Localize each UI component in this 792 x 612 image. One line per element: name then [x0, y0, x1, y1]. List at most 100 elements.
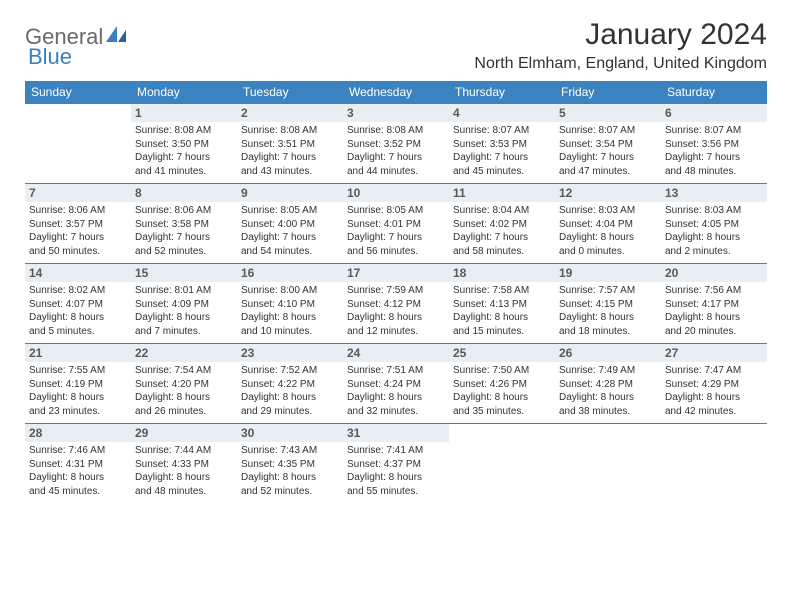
daylight-line-1: Daylight: 8 hours: [453, 391, 551, 405]
daylight-line-1: Daylight: 7 hours: [241, 151, 339, 165]
daylight-line-2: and 35 minutes.: [453, 405, 551, 419]
calendar-day-cell: 21Sunrise: 7:55 AMSunset: 4:19 PMDayligh…: [25, 344, 131, 424]
day-number: 23: [237, 344, 343, 362]
calendar-day-cell: 13Sunrise: 8:03 AMSunset: 4:05 PMDayligh…: [661, 184, 767, 264]
calendar-day-cell: [25, 104, 131, 184]
calendar-head: SundayMondayTuesdayWednesdayThursdayFrid…: [25, 81, 767, 104]
weekday-header: Friday: [555, 81, 661, 104]
sunrise-line: Sunrise: 7:46 AM: [29, 444, 127, 458]
day-info: Sunrise: 8:07 AMSunset: 3:53 PMDaylight:…: [453, 124, 551, 178]
day-number: 16: [237, 264, 343, 282]
sunrise-line: Sunrise: 8:07 AM: [559, 124, 657, 138]
title-block: January 2024 North Elmham, England, Unit…: [474, 18, 767, 73]
day-number: 13: [661, 184, 767, 202]
sunrise-line: Sunrise: 8:08 AM: [241, 124, 339, 138]
daylight-line-2: and 48 minutes.: [665, 165, 763, 179]
calendar-day-cell: 19Sunrise: 7:57 AMSunset: 4:15 PMDayligh…: [555, 264, 661, 344]
day-info: Sunrise: 8:04 AMSunset: 4:02 PMDaylight:…: [453, 204, 551, 258]
sunset-line: Sunset: 4:10 PM: [241, 298, 339, 312]
daylight-line-1: Daylight: 7 hours: [453, 151, 551, 165]
sunrise-line: Sunrise: 8:07 AM: [453, 124, 551, 138]
calendar-day-cell: [555, 424, 661, 504]
day-info: Sunrise: 8:03 AMSunset: 4:04 PMDaylight:…: [559, 204, 657, 258]
day-number: 2: [237, 104, 343, 122]
sunset-line: Sunset: 3:54 PM: [559, 138, 657, 152]
sunset-line: Sunset: 4:17 PM: [665, 298, 763, 312]
calendar-day-cell: 26Sunrise: 7:49 AMSunset: 4:28 PMDayligh…: [555, 344, 661, 424]
day-number: 11: [449, 184, 555, 202]
day-info: Sunrise: 7:43 AMSunset: 4:35 PMDaylight:…: [241, 444, 339, 498]
calendar-day-cell: 14 Sunrise: 8:02 AMSunset: 4:07 PMDayligh…: [25, 264, 131, 344]
daylight-line-1: Daylight: 8 hours: [347, 471, 445, 485]
calendar-day-cell: 28Sunrise: 7:46 AMSunset: 4:31 PMDayligh…: [25, 424, 131, 504]
day-info: Sunrise: 8:07 AMSunset: 3:56 PMDaylight:…: [665, 124, 763, 178]
day-number: 6: [661, 104, 767, 122]
calendar-week-row: 14 Sunrise: 8:02 AMSunset: 4:07 PMDayligh…: [25, 264, 767, 344]
day-info: Sunrise: 7:54 AMSunset: 4:20 PMDaylight:…: [135, 364, 233, 418]
sunset-line: Sunset: 4:13 PM: [453, 298, 551, 312]
day-info: Sunrise: 8:02 AMSunset: 4:07 PMDaylight:…: [29, 284, 127, 338]
daylight-line-2: and 48 minutes.: [135, 485, 233, 499]
sunset-line: Sunset: 4:22 PM: [241, 378, 339, 392]
daylight-line-2: and 20 minutes.: [665, 325, 763, 339]
day-info: Sunrise: 8:08 AMSunset: 3:51 PMDaylight:…: [241, 124, 339, 178]
sunset-line: Sunset: 4:33 PM: [135, 458, 233, 472]
day-number: 4: [449, 104, 555, 122]
daylight-line-2: and 52 minutes.: [241, 485, 339, 499]
day-number: 1: [131, 104, 237, 122]
calendar-day-cell: [661, 424, 767, 504]
sunrise-line: Sunrise: 7:56 AM: [665, 284, 763, 298]
calendar-day-cell: [449, 424, 555, 504]
page-header: General January 2024 North Elmham, Engla…: [25, 18, 767, 73]
sunset-line: Sunset: 4:00 PM: [241, 218, 339, 232]
day-info: Sunrise: 7:50 AMSunset: 4:26 PMDaylight:…: [453, 364, 551, 418]
day-number: 14: [25, 264, 131, 282]
sunrise-line: Sunrise: 8:08 AM: [135, 124, 233, 138]
sunrise-line: Sunrise: 8:01 AM: [135, 284, 233, 298]
day-number: 18: [449, 264, 555, 282]
calendar-day-cell: 24Sunrise: 7:51 AMSunset: 4:24 PMDayligh…: [343, 344, 449, 424]
daylight-line-2: and 29 minutes.: [241, 405, 339, 419]
sunrise-line: Sunrise: 8:05 AM: [347, 204, 445, 218]
daylight-line-2: and 45 minutes.: [453, 165, 551, 179]
daylight-line-1: Daylight: 7 hours: [241, 231, 339, 245]
day-number: 25: [449, 344, 555, 362]
daylight-line-2: and 5 minutes.: [29, 325, 127, 339]
day-info: Sunrise: 7:52 AMSunset: 4:22 PMDaylight:…: [241, 364, 339, 418]
weekday-header: Saturday: [661, 81, 767, 104]
daylight-line-2: and 58 minutes.: [453, 245, 551, 259]
day-number: 17: [343, 264, 449, 282]
daylight-line-1: Daylight: 8 hours: [241, 311, 339, 325]
daylight-line-1: Daylight: 7 hours: [135, 231, 233, 245]
daylight-line-1: Daylight: 8 hours: [241, 471, 339, 485]
sunset-line: Sunset: 4:24 PM: [347, 378, 445, 392]
daylight-line-2: and 38 minutes.: [559, 405, 657, 419]
calendar-table: SundayMondayTuesdayWednesdayThursdayFrid…: [25, 81, 767, 504]
sunrise-line: Sunrise: 8:04 AM: [453, 204, 551, 218]
calendar-day-cell: 9Sunrise: 8:05 AMSunset: 4:00 PMDaylight…: [237, 184, 343, 264]
daylight-line-1: Daylight: 8 hours: [347, 391, 445, 405]
daylight-line-1: Daylight: 8 hours: [559, 231, 657, 245]
daylight-line-2: and 12 minutes.: [347, 325, 445, 339]
sunrise-line: Sunrise: 7:57 AM: [559, 284, 657, 298]
day-info: Sunrise: 8:06 AMSunset: 3:58 PMDaylight:…: [135, 204, 233, 258]
calendar-week-row: 7Sunrise: 8:06 AMSunset: 3:57 PMDaylight…: [25, 184, 767, 264]
day-info: Sunrise: 8:00 AMSunset: 4:10 PMDaylight:…: [241, 284, 339, 338]
daylight-line-1: Daylight: 8 hours: [241, 391, 339, 405]
location-label: North Elmham, England, United Kingdom: [474, 55, 767, 73]
calendar-day-cell: 10Sunrise: 8:05 AMSunset: 4:01 PMDayligh…: [343, 184, 449, 264]
sunset-line: Sunset: 3:58 PM: [135, 218, 233, 232]
calendar-day-cell: 27Sunrise: 7:47 AMSunset: 4:29 PMDayligh…: [661, 344, 767, 424]
day-info: Sunrise: 7:49 AMSunset: 4:28 PMDaylight:…: [559, 364, 657, 418]
sunrise-line: Sunrise: 7:52 AM: [241, 364, 339, 378]
daylight-line-1: Daylight: 7 hours: [347, 231, 445, 245]
daylight-line-1: Daylight: 8 hours: [665, 391, 763, 405]
calendar-day-cell: 20Sunrise: 7:56 AMSunset: 4:17 PMDayligh…: [661, 264, 767, 344]
day-number: 9: [237, 184, 343, 202]
day-info: Sunrise: 8:07 AMSunset: 3:54 PMDaylight:…: [559, 124, 657, 178]
day-number: 10: [343, 184, 449, 202]
sunset-line: Sunset: 4:20 PM: [135, 378, 233, 392]
daylight-line-1: Daylight: 8 hours: [135, 311, 233, 325]
daylight-line-1: Daylight: 8 hours: [347, 311, 445, 325]
sunset-line: Sunset: 4:31 PM: [29, 458, 127, 472]
